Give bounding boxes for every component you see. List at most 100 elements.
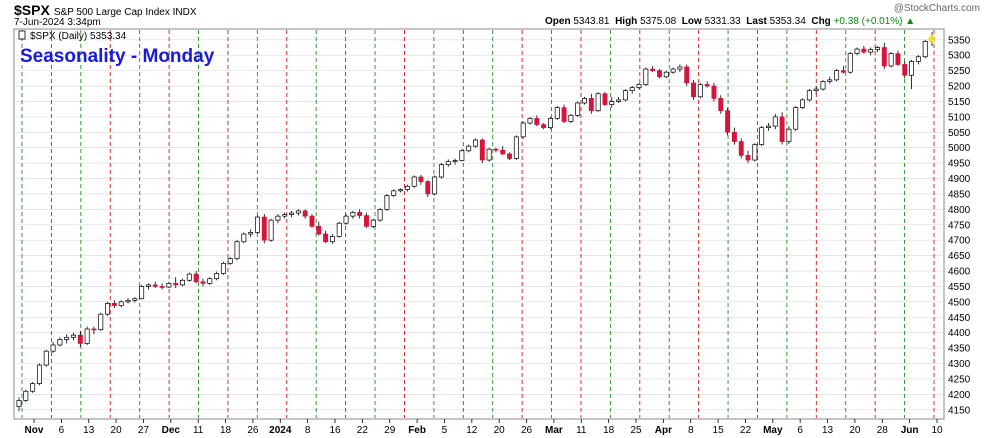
up-candle	[582, 98, 587, 104]
y-tick-label: 4550	[948, 282, 971, 293]
y-tick-label: 4350	[948, 344, 971, 355]
down-candle	[302, 210, 308, 217]
y-tick-label: 4300	[948, 359, 971, 370]
high-label: High	[615, 16, 638, 27]
up-candle	[207, 278, 213, 284]
down-candle	[895, 53, 901, 65]
x-tick-label: 11	[576, 425, 587, 436]
open-value: 5343.81	[573, 16, 610, 27]
candles	[16, 32, 936, 412]
y-tick-label: 5200	[948, 82, 971, 93]
legend-text: $SPX (Daily) 5353.34	[30, 31, 127, 42]
up-candle	[432, 176, 438, 195]
up-candle	[786, 128, 792, 142]
up-candle	[759, 127, 765, 145]
y-tick-label: 4750	[948, 220, 971, 231]
last-price-highlight	[928, 34, 936, 43]
y-tick-label: 5100	[948, 112, 971, 123]
down-candle	[425, 181, 431, 195]
down-candle	[323, 233, 329, 243]
y-tick-label: 4150	[948, 405, 971, 416]
y-tick-label: 5000	[948, 143, 971, 154]
up-candle	[43, 350, 49, 366]
up-candle	[336, 222, 342, 237]
up-candle	[234, 241, 240, 260]
y-tick-label: 4650	[948, 251, 971, 262]
x-tick-label: 16	[329, 425, 341, 436]
up-arrow-icon: ▲	[905, 16, 916, 27]
down-candle	[91, 328, 97, 331]
up-candle	[84, 328, 90, 344]
up-candle	[547, 118, 553, 129]
up-candle	[98, 313, 104, 330]
y-tick-label: 4450	[948, 313, 971, 324]
down-candle	[691, 82, 696, 98]
up-candle	[57, 339, 63, 346]
x-tick-label: 20	[111, 425, 123, 436]
up-candle	[370, 219, 376, 227]
up-candle	[391, 190, 397, 196]
up-candle	[186, 273, 192, 281]
chg-label: Chg	[811, 16, 831, 27]
seasonality-annotation: Seasonality - Monday	[20, 46, 215, 67]
up-candle	[793, 107, 799, 130]
date-label: 7-Jun-2024 3:34pm	[14, 17, 101, 28]
up-candle	[459, 150, 465, 161]
up-candle	[241, 233, 247, 243]
grid-lines	[14, 39, 944, 411]
up-candle	[677, 66, 683, 70]
x-tick-label: 15	[713, 425, 725, 436]
down-candle	[316, 225, 322, 235]
up-candle	[697, 84, 703, 98]
last-label: Last	[746, 16, 767, 27]
up-candle	[404, 185, 410, 190]
up-candle	[915, 56, 921, 62]
down-candle	[173, 282, 179, 286]
x-tick-label: Apr	[655, 425, 672, 436]
up-candle	[282, 214, 288, 217]
y-tick-label: 4900	[948, 174, 971, 185]
down-candle	[704, 84, 710, 87]
down-candle	[650, 68, 656, 71]
y-tick-label: 5300	[948, 51, 971, 62]
up-candle	[909, 61, 915, 76]
up-candle	[227, 258, 233, 264]
down-candle	[725, 110, 731, 133]
down-candle	[493, 148, 499, 151]
last-value: 5353.34	[769, 16, 806, 27]
x-tick-label: 6	[797, 425, 803, 436]
x-tick-label: 11	[193, 425, 204, 436]
up-candle	[752, 144, 758, 161]
up-candle	[411, 176, 417, 187]
up-candle	[329, 236, 335, 243]
up-candle	[214, 273, 220, 280]
chg-value: +0.38 (+0.01%)	[833, 16, 903, 27]
x-tick-label: 13	[822, 425, 834, 436]
x-tick-label: 22	[357, 425, 369, 436]
up-candle	[438, 164, 444, 178]
down-candle	[541, 124, 547, 129]
y-tick-label: 4250	[948, 374, 971, 385]
up-candle	[554, 107, 560, 119]
down-candle	[507, 153, 513, 159]
up-candle	[827, 79, 833, 82]
x-tick-label: Mar	[545, 425, 563, 436]
up-candle	[145, 284, 151, 287]
up-candle	[888, 53, 894, 67]
down-candle	[152, 284, 158, 287]
up-candle	[105, 303, 111, 315]
down-candle	[657, 70, 662, 78]
y-tick-label: 4600	[948, 267, 971, 278]
x-tick-label: 20	[849, 425, 861, 436]
down-candle	[840, 70, 846, 73]
up-candle	[466, 145, 472, 152]
chart-header: $SPX S&P 500 Large Cap Index INDX	[14, 2, 197, 20]
up-candle	[813, 88, 819, 92]
down-candle	[200, 281, 206, 284]
symbol-description: S&P 500 Large Cap Index INDX	[53, 7, 197, 18]
up-candle	[820, 81, 826, 90]
up-candle	[118, 301, 124, 306]
x-tick-label: 8	[305, 425, 311, 436]
x-tick-label: Dec	[162, 425, 181, 436]
